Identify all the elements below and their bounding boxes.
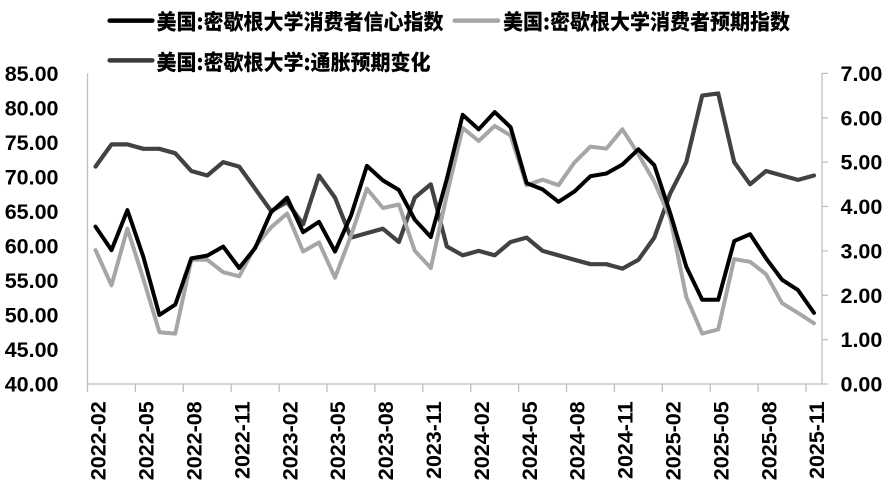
svg-text:2025-05: 2025-05 — [709, 401, 733, 480]
svg-text:50.00: 50.00 — [5, 304, 59, 328]
svg-text:75.00: 75.00 — [5, 131, 59, 155]
svg-text:2024-05: 2024-05 — [518, 401, 542, 480]
svg-text:4.00: 4.00 — [841, 195, 883, 219]
svg-text:2022-11: 2022-11 — [230, 401, 254, 479]
svg-text:2023-05: 2023-05 — [326, 401, 350, 480]
svg-text:80.00: 80.00 — [5, 97, 59, 121]
svg-text:2025-02: 2025-02 — [662, 401, 686, 480]
svg-text:2024-08: 2024-08 — [566, 401, 590, 480]
svg-text:2022-02: 2022-02 — [87, 401, 111, 480]
svg-text:85.00: 85.00 — [5, 62, 59, 86]
svg-text:2023-02: 2023-02 — [278, 401, 302, 480]
svg-text:40.00: 40.00 — [5, 373, 59, 397]
svg-text:5.00: 5.00 — [841, 151, 883, 175]
svg-text:2.00: 2.00 — [841, 284, 883, 308]
svg-text:2024-02: 2024-02 — [470, 401, 494, 480]
svg-text:55.00: 55.00 — [5, 269, 59, 293]
svg-text:65.00: 65.00 — [5, 200, 59, 224]
svg-text:0.00: 0.00 — [841, 373, 883, 397]
svg-text:2025-11: 2025-11 — [805, 401, 829, 479]
svg-text:1.00: 1.00 — [841, 328, 883, 352]
svg-text:3.00: 3.00 — [841, 240, 883, 264]
svg-text:70.00: 70.00 — [5, 166, 59, 190]
svg-text:2022-08: 2022-08 — [183, 401, 207, 480]
svg-text:45.00: 45.00 — [5, 338, 59, 362]
svg-text:60.00: 60.00 — [5, 235, 59, 259]
svg-text:2024-11: 2024-11 — [614, 401, 638, 479]
svg-text:7.00: 7.00 — [841, 62, 883, 86]
svg-text:6.00: 6.00 — [841, 106, 883, 130]
svg-text:2025-08: 2025-08 — [757, 401, 781, 480]
svg-text:2022-05: 2022-05 — [135, 401, 159, 480]
svg-text:2023-11: 2023-11 — [422, 401, 446, 479]
svg-text:2023-08: 2023-08 — [374, 401, 398, 480]
